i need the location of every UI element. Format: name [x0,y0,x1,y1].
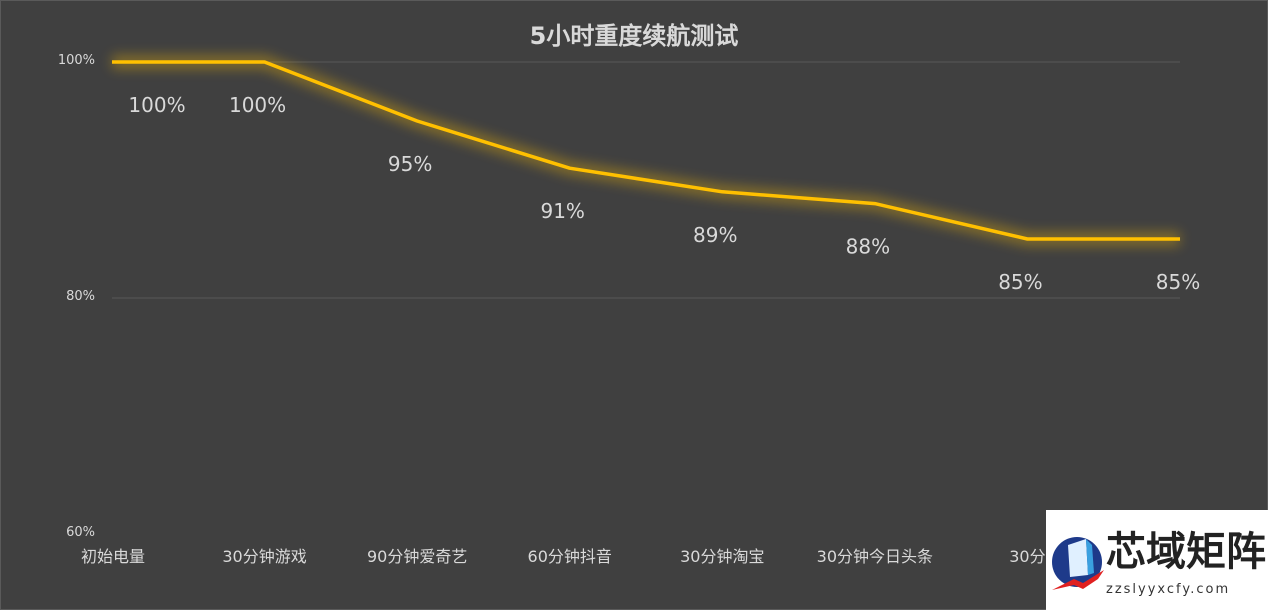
data-label: 85% [1156,270,1200,294]
x-tick-label: 30分钟今日头条 [817,547,933,566]
series-line [112,60,1180,241]
x-tick-label: 60分钟抖音 [528,547,612,566]
x-tick-label: 初始电量 [81,547,145,566]
data-label: 88% [846,235,890,259]
y-tick-label: 80% [66,289,95,304]
data-label: 89% [693,223,737,247]
x-tick-label: 30分钟游戏 [222,547,306,566]
data-label: 100% [229,93,286,117]
data-label: 95% [388,152,432,176]
data-label: 91% [540,199,584,223]
x-tick-label: 30分 [1009,547,1045,566]
data-label: 100% [128,93,185,117]
x-tick-label: 90分钟爱奇艺 [367,547,467,566]
x-tick-label: 30分钟淘宝 [680,547,764,566]
watermark: 芯域矩阵 zzslyyxcfy.com [1046,510,1268,610]
watermark-url: zzslyyxcfy.com [1106,582,1231,597]
chart-title: 5小时重度续航测试 [530,22,739,50]
watermark-logo-icon [1052,537,1104,590]
y-tick-label: 60% [66,525,95,540]
series-line-glow [112,55,1180,246]
data-label: 85% [998,270,1042,294]
watermark-title: 芯域矩阵 [1106,528,1266,575]
y-tick-label: 100% [58,53,95,68]
